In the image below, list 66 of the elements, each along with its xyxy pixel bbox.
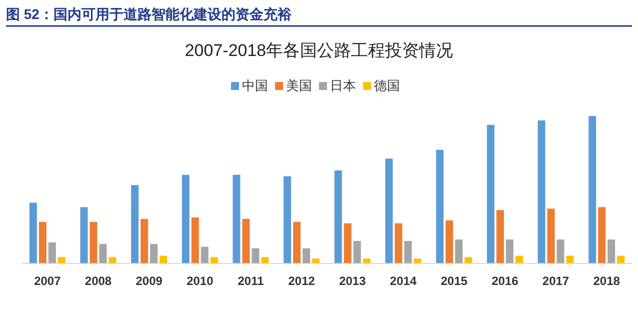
chart-title: 图 52：国内可用于道路智能化建设的资金充裕: [6, 6, 292, 22]
x-tick-label: 2008: [84, 274, 112, 288]
legend-label: 中国: [242, 78, 268, 93]
bar: [99, 244, 107, 263]
bar: [160, 256, 168, 263]
bar: [90, 222, 98, 263]
bar: [80, 207, 88, 263]
x-tick-label: 2015: [440, 274, 468, 288]
bar: [353, 240, 361, 263]
x-tick-label: 2009: [136, 274, 163, 288]
bar: [261, 257, 269, 263]
bar: [506, 239, 514, 263]
x-tick-label: 2016: [492, 274, 519, 288]
bar: [436, 150, 444, 263]
bar: [617, 256, 625, 263]
bar: [496, 210, 504, 263]
bar: [182, 174, 190, 263]
bar: [131, 185, 139, 263]
x-tick-label: 2013: [339, 274, 366, 288]
bar: [200, 246, 208, 263]
bar: [140, 218, 148, 263]
x-tick-label: 2018: [593, 274, 620, 288]
bar: [38, 222, 46, 263]
bar: [232, 174, 240, 263]
bar: [538, 120, 546, 263]
bar: [414, 258, 422, 263]
bar: [455, 239, 463, 263]
bar: [210, 257, 218, 263]
bar: [344, 223, 352, 263]
bar: [464, 257, 472, 263]
bar: [566, 256, 574, 263]
bar: [394, 223, 402, 263]
bar: [293, 222, 301, 263]
bar: [242, 218, 250, 263]
bar: [385, 158, 393, 263]
bar: [191, 217, 199, 263]
bar: [556, 239, 564, 263]
bar: [58, 257, 66, 263]
legend-label: 日本: [330, 78, 356, 93]
bar: [362, 258, 370, 263]
chart-subtitle: 2007-2018年各国公路工程投资情况: [184, 41, 454, 60]
bar: [547, 208, 555, 263]
bar: [252, 248, 260, 263]
bar: [108, 257, 116, 263]
x-tick-label: 2010: [186, 274, 214, 288]
x-tick-label: 2011: [238, 274, 264, 288]
bar: [312, 258, 320, 263]
bar: [486, 124, 494, 263]
bar: [598, 207, 606, 263]
bar: [404, 240, 412, 263]
legend-label: 美国: [286, 78, 312, 93]
x-tick-label: 2007: [34, 274, 62, 288]
bar: [302, 248, 310, 263]
x-tick-label: 2017: [542, 274, 570, 288]
bar: [588, 116, 596, 263]
bar: [48, 242, 56, 263]
bar: [515, 256, 523, 263]
bar: [29, 202, 37, 263]
legend-label: 德国: [374, 78, 400, 93]
x-tick-label: 2012: [288, 274, 316, 288]
bar: [334, 170, 342, 263]
x-tick-label: 2014: [390, 274, 417, 288]
bar: [284, 176, 292, 263]
bar: [150, 244, 158, 263]
bar: [608, 239, 616, 263]
bar: [446, 220, 454, 263]
